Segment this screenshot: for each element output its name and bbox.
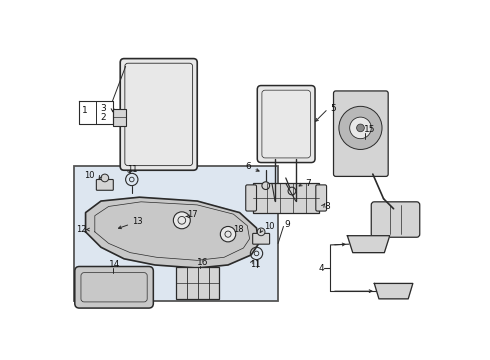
Text: 15: 15 [365, 125, 376, 134]
FancyBboxPatch shape [97, 180, 113, 190]
Text: 8: 8 [324, 202, 330, 211]
Text: 1: 1 [82, 107, 88, 116]
FancyBboxPatch shape [113, 109, 126, 126]
Text: 10: 10 [264, 222, 275, 231]
Polygon shape [347, 236, 390, 253]
Text: 12: 12 [76, 225, 87, 234]
FancyBboxPatch shape [75, 266, 153, 308]
Text: 14: 14 [109, 261, 120, 269]
Text: 5: 5 [330, 104, 336, 113]
FancyBboxPatch shape [257, 86, 315, 163]
Text: 13: 13 [132, 217, 143, 226]
Text: 2: 2 [100, 113, 106, 122]
FancyBboxPatch shape [120, 59, 197, 170]
FancyBboxPatch shape [176, 266, 219, 299]
Text: 3: 3 [100, 104, 106, 113]
Circle shape [173, 212, 190, 229]
Circle shape [257, 228, 265, 236]
FancyBboxPatch shape [371, 202, 420, 237]
Text: 18: 18 [233, 225, 244, 234]
Circle shape [262, 182, 270, 189]
FancyBboxPatch shape [334, 91, 388, 176]
Text: 16: 16 [197, 258, 209, 267]
Circle shape [339, 106, 382, 149]
FancyBboxPatch shape [245, 185, 257, 211]
Circle shape [357, 124, 365, 132]
Circle shape [288, 187, 296, 195]
Text: 4: 4 [319, 264, 324, 273]
Text: 11: 11 [250, 261, 261, 269]
Text: 10: 10 [84, 171, 95, 180]
FancyBboxPatch shape [316, 185, 327, 211]
Polygon shape [374, 283, 413, 299]
Polygon shape [86, 197, 259, 268]
Circle shape [350, 117, 371, 139]
Text: 6: 6 [245, 162, 251, 171]
FancyBboxPatch shape [253, 183, 319, 213]
FancyBboxPatch shape [253, 233, 270, 244]
Text: 17: 17 [187, 210, 198, 219]
Circle shape [220, 226, 236, 242]
Text: 9: 9 [284, 220, 290, 229]
Text: 11: 11 [127, 165, 138, 174]
FancyBboxPatch shape [74, 166, 278, 301]
Circle shape [101, 174, 109, 182]
Text: 7: 7 [305, 179, 311, 188]
